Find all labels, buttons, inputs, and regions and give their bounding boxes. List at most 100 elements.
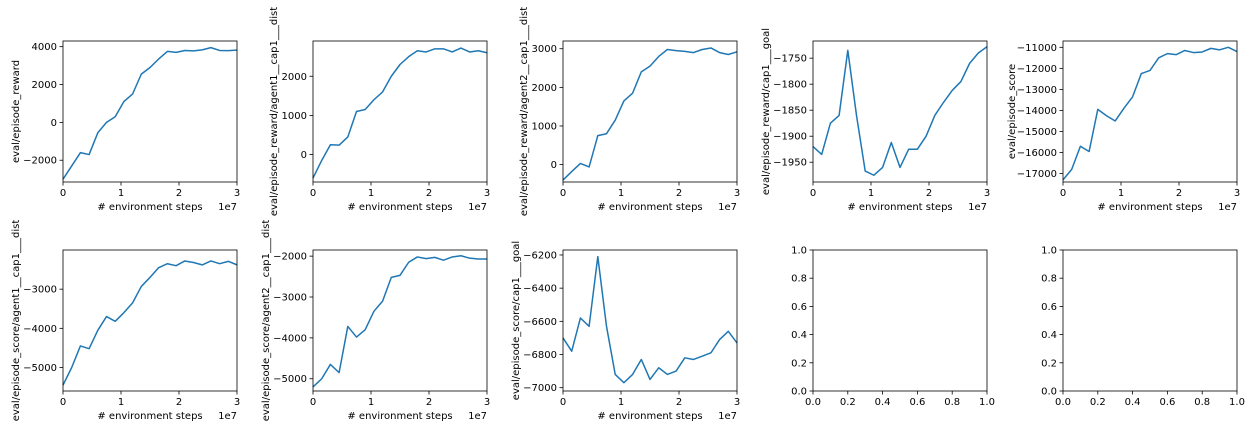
y-tick-label: 0 [301, 150, 307, 161]
subplot-5: 0 1 2 3 −17000 −16000 −15000 −14000 −13000 −12000… [1007, 40, 1240, 213]
subplot-3: 0 1 2 3 0 1000 2000 3000 # environment steps 1e7 e… [519, 7, 740, 216]
x-tick-label: 0.8 [1194, 397, 1210, 408]
x-offset-label: 1e7 [968, 202, 987, 213]
y-tick-label: −1950 [773, 158, 807, 169]
y-tick-label: 2000 [532, 83, 557, 94]
x-tick-label: 2 [176, 188, 182, 199]
subplot-2: 0 1 2 3 0 1000 2000 # environment steps 1e7 eval/… [269, 7, 490, 216]
x-tick-label: 2 [426, 188, 432, 199]
series-line [312, 254, 487, 388]
subplot-9: 0.0 0.2 0.4 0.6 0.8 1.0 0.0 0.2 0.4 0.6 0.8 1.0 [791, 246, 995, 409]
x-tick-label: 0 [310, 397, 316, 408]
axes-frame [812, 249, 988, 392]
y-tick-label: −2000 [23, 156, 57, 167]
y-axis-label: eval/episode_reward/agent1__cap1___dist [269, 7, 280, 216]
y-tick-label: 1000 [282, 111, 307, 122]
y-tick-label: 0 [51, 118, 57, 129]
series-line [1062, 46, 1238, 181]
x-tick-label: 0.4 [875, 397, 891, 408]
y-tick-label: −6600 [523, 317, 557, 328]
x-axis-label: # environment steps [347, 202, 452, 213]
x-tick-label: 0.6 [1159, 397, 1175, 408]
x-axis-label: # environment steps [97, 202, 202, 213]
series-line [62, 46, 238, 180]
x-tick-label: 0 [560, 188, 566, 199]
axes-frame [812, 40, 988, 183]
x-offset-label: 1e7 [218, 202, 237, 213]
y-tick-label: 4000 [32, 42, 57, 53]
y-tick-label: −3000 [273, 293, 307, 304]
x-tick-label: 0.4 [1125, 397, 1141, 408]
x-tick-label: 3 [734, 397, 740, 408]
y-axis-label: eval/episode_score/agent1__cap1___dist [11, 220, 22, 422]
axes-frame [1062, 249, 1238, 392]
y-tick-label: −14000 [1017, 106, 1057, 117]
x-offset-label: 1e7 [468, 411, 487, 422]
y-tick-label: 0.2 [1041, 358, 1057, 369]
subplot-1: 0 1 2 3 −2000 0 2000 4000 # environment steps 1e7… [11, 40, 240, 213]
x-tick-label: 3 [734, 188, 740, 199]
x-tick-label: 1.0 [979, 397, 995, 408]
y-tick-label: −12000 [1017, 64, 1057, 75]
x-tick-label: 3 [1234, 188, 1240, 199]
x-tick-label: 0.2 [1090, 397, 1106, 408]
x-tick-label: 3 [984, 188, 990, 199]
y-tick-label: −3000 [23, 285, 57, 296]
y-axis-label: eval/episode_reward/agent2__cap1___dist [519, 7, 530, 216]
x-tick-label: 3 [484, 188, 490, 199]
x-tick-label: 1 [868, 188, 874, 199]
axes-frame [62, 249, 238, 392]
x-tick-label: 1 [368, 397, 374, 408]
y-tick-label: 3000 [532, 44, 557, 55]
x-tick-label: 0 [310, 188, 316, 199]
x-tick-label: 2 [676, 188, 682, 199]
y-tick-label: 0.0 [791, 387, 807, 398]
axes-frame [62, 40, 238, 183]
y-axis-label: eval/episode_score/agent2__cap1___dist [261, 220, 272, 422]
y-tick-label: −6800 [523, 350, 557, 361]
x-offset-label: 1e7 [1218, 202, 1237, 213]
y-tick-label: 0.6 [791, 302, 807, 313]
y-tick-label: −13000 [1017, 85, 1057, 96]
x-offset-label: 1e7 [718, 411, 737, 422]
x-tick-label: 3 [234, 397, 240, 408]
y-tick-label: 1.0 [791, 246, 807, 257]
x-axis-label: # environment steps [1097, 202, 1202, 213]
x-tick-label: 2 [426, 397, 432, 408]
x-axis-label: # environment steps [597, 411, 702, 422]
x-axis-label: # environment steps [97, 411, 202, 422]
y-tick-label: −7000 [523, 383, 557, 394]
y-tick-label: 0.6 [1041, 302, 1057, 313]
subplot-7: 0 1 2 3 −5000 −4000 −3000 −2000 # environment st… [261, 220, 490, 422]
x-tick-label: 1 [368, 188, 374, 199]
x-tick-label: 2 [176, 397, 182, 408]
axes-frame [1062, 40, 1238, 183]
x-tick-label: 1 [118, 188, 124, 199]
series-line [312, 47, 488, 179]
y-tick-label: −1900 [773, 132, 807, 143]
axes-frame [312, 249, 488, 392]
x-tick-label: 0 [1060, 188, 1066, 199]
y-tick-label: −17000 [1017, 169, 1057, 180]
y-tick-label: −1850 [773, 106, 807, 117]
axes-frame [312, 40, 488, 183]
y-tick-label: 0.2 [791, 358, 807, 369]
x-tick-label: 3 [484, 397, 490, 408]
y-tick-label: −11000 [1017, 43, 1057, 54]
subplot-6: 0 1 2 3 −5000 −4000 −3000 # environment steps 1e… [11, 220, 240, 422]
x-offset-label: 1e7 [468, 202, 487, 213]
y-tick-label: 0.4 [1041, 330, 1057, 341]
y-tick-label: 0.4 [791, 330, 807, 341]
x-tick-label: 2 [676, 397, 682, 408]
y-tick-label: 2000 [32, 80, 57, 91]
x-tick-label: 0.0 [1055, 397, 1071, 408]
x-tick-label: 0.8 [944, 397, 960, 408]
x-tick-label: 0.2 [840, 397, 856, 408]
y-axis-label: eval/episode_reward [11, 60, 22, 163]
x-tick-label: 1 [118, 397, 124, 408]
x-offset-label: 1e7 [718, 202, 737, 213]
subplot-8: 0 1 2 3 −7000 −6800 −6600 −6400 −6200 # environme… [511, 241, 740, 422]
y-axis-label: eval/episode_score [1007, 64, 1018, 159]
series-line [812, 46, 988, 176]
